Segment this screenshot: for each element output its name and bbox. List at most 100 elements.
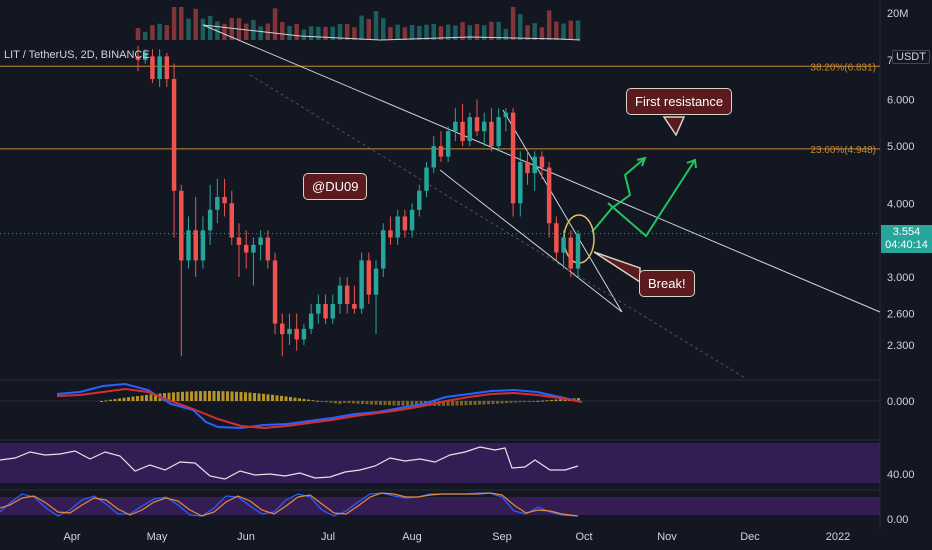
macd-histogram-bar	[356, 401, 360, 404]
candle-body	[359, 260, 364, 309]
candle-body	[236, 237, 242, 245]
macd-histogram-bar	[212, 391, 216, 401]
macd-histogram-bar	[410, 401, 414, 406]
projection-arrow-1	[591, 157, 646, 233]
volume-bar	[474, 24, 480, 40]
volume-bar	[352, 27, 357, 40]
time-axis-tick: Jun	[237, 531, 255, 543]
candle-body	[330, 303, 335, 319]
macd-histogram-bar	[514, 401, 517, 403]
candle-body	[294, 328, 299, 340]
macd-histogram-bar	[451, 401, 454, 406]
macd-histogram-bar	[149, 394, 153, 401]
macd-histogram-bar	[343, 401, 346, 403]
currency-unit-badge[interactable]: USDT	[892, 50, 930, 64]
price-axis[interactable]: 20M 0.000 40.00 0.00 7 6.000 5.000 4.000 3.0…	[887, 8, 915, 526]
volume-bar	[561, 23, 566, 40]
macd-histogram-bar	[536, 400, 540, 402]
time-axis-tick: Aug	[402, 531, 422, 543]
break-callout: Break!	[639, 270, 695, 297]
macd-histogram-bar	[266, 394, 270, 401]
macd-histogram-bar	[172, 392, 175, 401]
macd-histogram-bar	[262, 393, 265, 401]
volume-bar	[193, 8, 198, 40]
time-axis-tick: Nov	[657, 531, 677, 543]
macd-histogram-bar	[464, 401, 468, 406]
macd-histogram-bar	[293, 397, 297, 401]
volume-bar	[186, 18, 191, 40]
macd-histogram-bar	[208, 391, 211, 401]
candle-body	[388, 230, 393, 238]
macd-histogram-bar	[275, 395, 279, 401]
macd-line	[56, 382, 583, 430]
volume-bar	[525, 25, 530, 40]
stoch-k-line	[0, 492, 579, 517]
candle-body	[251, 244, 256, 253]
lower-channel-line	[439, 169, 623, 313]
volume-bar	[316, 26, 321, 40]
candle-body	[518, 162, 523, 204]
macd-histogram-bar	[248, 392, 252, 401]
fib-level-label: 23.60%(4.948)	[810, 145, 876, 156]
first-resistance-callout: First resistance	[626, 88, 733, 115]
candle-body	[409, 209, 415, 231]
candle-body	[258, 237, 263, 245]
candle-body	[460, 121, 465, 142]
macd-histogram-bar	[487, 401, 490, 405]
macd-histogram-bar	[559, 399, 562, 401]
macd-histogram-bar	[347, 401, 351, 404]
macd-histogram-bar	[518, 401, 522, 403]
candle-body	[467, 117, 473, 142]
macd-histogram-bar	[104, 400, 108, 402]
candle-body	[352, 303, 357, 309]
rsi-band	[0, 443, 880, 483]
macd-histogram-bar	[185, 391, 189, 401]
macd-histogram-bar	[145, 394, 148, 401]
volume-bar	[539, 27, 545, 40]
macd-histogram-bar	[253, 392, 256, 401]
candle-body	[568, 237, 574, 269]
rsi-line	[0, 446, 579, 480]
volume-scale-tick: 20M	[887, 8, 908, 20]
volume-bar	[496, 21, 501, 40]
volume-bar	[243, 23, 249, 40]
resistance-callout-pointer	[662, 116, 686, 137]
volume-bar	[424, 24, 429, 40]
macd-histogram-bar	[298, 398, 301, 401]
volume-bar	[481, 25, 487, 40]
volume-bar	[157, 23, 162, 40]
candle-body	[525, 162, 530, 174]
price-axis-tick: 4.000	[887, 198, 915, 210]
volume-bar	[258, 26, 263, 40]
fib-levels: 38.20%(6.831) 23.60%(4.948)	[0, 62, 880, 156]
volume-bar	[164, 24, 170, 40]
volume-bar	[445, 24, 451, 40]
macd-histogram-bar	[271, 394, 274, 401]
volume-bar	[142, 31, 148, 40]
symbol-legend[interactable]: LIT / TetherUS, 2D, BINANCE	[4, 49, 150, 61]
grid	[0, 0, 881, 530]
volume-bar	[467, 25, 473, 40]
time-axis-tick: Dec	[740, 531, 760, 543]
macd-histogram-bar	[446, 401, 450, 406]
macd-histogram-bar	[563, 398, 567, 401]
volume-bar	[503, 28, 509, 40]
volume-bar	[280, 21, 285, 40]
volume-bar	[395, 24, 400, 40]
macd-histogram-bar	[374, 401, 378, 405]
macd-histogram-bar	[455, 401, 459, 406]
time-axis[interactable]: Apr May Jun Jul Aug Sep Oct Nov Dec 2022	[63, 531, 850, 543]
macd-histogram-bar	[550, 399, 553, 401]
volume-bar	[518, 14, 523, 41]
volume-bar	[409, 24, 415, 40]
volume-bar	[438, 26, 444, 40]
candle-body	[337, 285, 343, 304]
volume-bar	[344, 24, 350, 40]
inner-channel-line	[502, 109, 623, 313]
candle-body	[431, 146, 436, 168]
macd-histogram-bar	[406, 401, 409, 406]
candle-body	[301, 328, 307, 340]
macd-histogram-bar	[577, 398, 580, 401]
candle-body	[323, 303, 328, 319]
